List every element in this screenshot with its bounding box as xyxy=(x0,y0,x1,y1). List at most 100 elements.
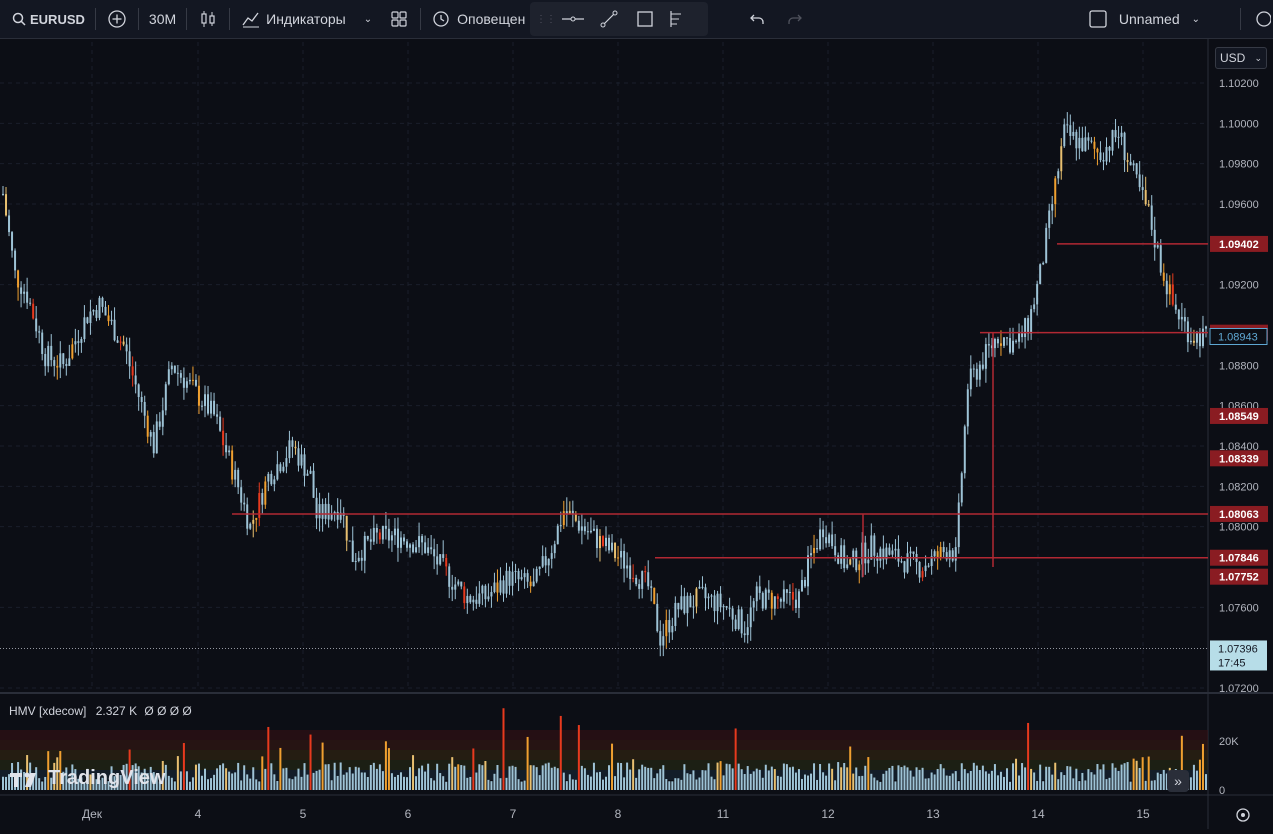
double-chevron-right-icon: » xyxy=(1174,773,1182,789)
rectangle-icon[interactable] xyxy=(634,8,656,30)
volume-bar xyxy=(843,762,846,790)
candle-body xyxy=(197,385,200,406)
price-scale[interactable] xyxy=(1208,39,1273,829)
candle-body xyxy=(659,631,662,646)
horizontal-line-icon[interactable] xyxy=(562,8,584,30)
volume-bar xyxy=(1027,722,1030,790)
candle-body xyxy=(53,360,56,367)
candle-body xyxy=(975,368,978,380)
candle-body xyxy=(493,582,496,592)
volume-bar xyxy=(852,773,855,790)
candle-body xyxy=(978,364,981,380)
candle-body xyxy=(644,571,647,573)
candle-body xyxy=(550,553,553,559)
tradingview-logo[interactable]: TradingView xyxy=(10,767,165,790)
candle-body xyxy=(894,548,897,551)
candle-body xyxy=(1024,318,1027,338)
volume-bar xyxy=(653,778,656,790)
candle-body xyxy=(614,542,617,559)
candle-body xyxy=(855,550,858,571)
chart-type-button[interactable] xyxy=(189,0,227,38)
settings-gear-icon-center xyxy=(1241,813,1245,817)
volume-bar xyxy=(680,779,683,790)
fib-icon[interactable] xyxy=(666,8,688,30)
candle-body xyxy=(179,373,182,378)
volume-bar xyxy=(755,768,758,790)
volume-bar xyxy=(89,774,92,790)
volume-bar xyxy=(131,765,134,790)
volume-bar xyxy=(285,767,288,790)
price-tick-label: 1.09800 xyxy=(1219,159,1259,171)
layout-button[interactable]: Unnamed ⌄ xyxy=(1079,0,1208,38)
candle-body xyxy=(1078,137,1081,149)
volume-bar xyxy=(213,774,216,790)
volume-bar xyxy=(517,779,520,790)
candle-body xyxy=(222,430,225,446)
settings-gear-icon[interactable] xyxy=(1236,808,1250,822)
volume-bar xyxy=(493,773,496,790)
candle-body xyxy=(35,318,38,332)
candle-body xyxy=(710,595,713,597)
volume-bar xyxy=(384,741,387,790)
candle-body xyxy=(59,353,62,368)
volume-bar xyxy=(674,778,677,790)
undo-button[interactable] xyxy=(738,0,776,38)
volume-bar xyxy=(1135,760,1138,790)
candle-body xyxy=(921,571,924,578)
candle-body xyxy=(583,526,586,532)
templates-button[interactable] xyxy=(380,0,418,38)
candle-body xyxy=(737,609,740,630)
clock-icon xyxy=(1251,8,1273,30)
price-chart[interactable]: 1.10200 1.10000 1.09800 1.09600 1.09200 1.088… xyxy=(0,39,1273,829)
volume-bar xyxy=(791,766,794,790)
candle-body xyxy=(1042,262,1045,265)
volume-bar xyxy=(1111,763,1114,790)
candle-body xyxy=(26,291,29,303)
compare-button[interactable] xyxy=(98,0,136,38)
volume-bar xyxy=(1144,780,1147,790)
volume-bar xyxy=(629,769,632,790)
volume-bar xyxy=(249,778,252,790)
volume-bar xyxy=(605,776,607,790)
candle-body xyxy=(689,595,692,608)
candle-body xyxy=(110,319,113,322)
candle-body xyxy=(1135,163,1138,175)
volume-bar xyxy=(53,762,56,790)
interval-button[interactable]: 30М xyxy=(141,0,184,38)
volume-bar xyxy=(306,774,309,790)
volume-bar xyxy=(1105,779,1108,790)
candle-body xyxy=(402,537,405,542)
volume-bar xyxy=(858,776,861,790)
candle-body xyxy=(653,587,656,604)
candle-body xyxy=(345,515,348,541)
trend-line-icon[interactable] xyxy=(598,8,620,30)
indicators-button[interactable]: Индикаторы ⌄ xyxy=(232,0,380,38)
candle-body xyxy=(728,607,731,609)
volume-bar xyxy=(927,778,930,790)
currency-select[interactable]: USD ⌄ xyxy=(1215,47,1267,69)
chart-pane[interactable]: 1.10200 1.10000 1.09800 1.09600 1.09200 1.088… xyxy=(0,39,1273,829)
candle-body xyxy=(1186,321,1189,343)
alert-button[interactable]: Оповещен xyxy=(423,0,533,38)
volume-bar xyxy=(23,772,26,790)
scroll-to-realtime-button[interactable]: » xyxy=(1167,770,1189,792)
symbol-search[interactable]: EURUSD xyxy=(0,0,93,38)
candle-body xyxy=(734,619,737,630)
candle-body xyxy=(620,550,623,558)
redo-button[interactable] xyxy=(776,0,814,38)
price-level-tag xyxy=(1210,407,1268,424)
candle-body xyxy=(864,542,867,564)
drag-handle-icon[interactable]: ⋮⋮ xyxy=(536,13,556,25)
candle-body xyxy=(1051,204,1054,211)
volume-bar xyxy=(828,763,831,790)
candle-body xyxy=(23,291,26,294)
interval-label: 30М xyxy=(148,11,177,27)
volume-bar xyxy=(918,769,921,790)
candle-body xyxy=(418,536,421,548)
quick-search-button[interactable] xyxy=(1243,0,1273,38)
candle-body xyxy=(1081,137,1084,152)
candle-body xyxy=(807,555,810,587)
volume-bar xyxy=(1078,781,1081,790)
indicator-legend[interactable]: HMV [xdecow] 2.327 K Ø Ø Ø Ø xyxy=(9,704,192,718)
candle-body xyxy=(972,368,975,370)
